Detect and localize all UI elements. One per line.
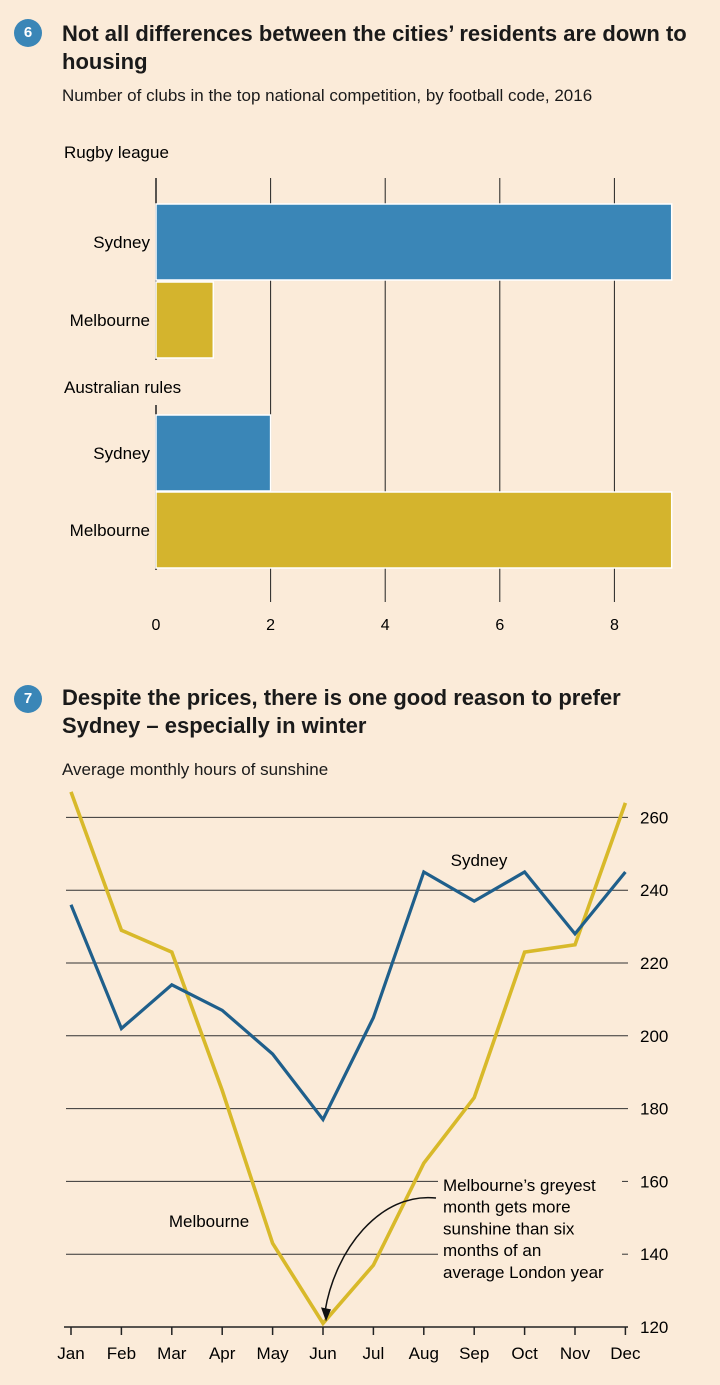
y-tick-label: 120 [640, 1318, 668, 1337]
bar-melbourne [155, 491, 673, 569]
x-tick-label: Dec [610, 1344, 641, 1363]
y-tick-label: 140 [640, 1245, 668, 1264]
group-label: Australian rules [64, 378, 181, 397]
x-tick-label: Sep [459, 1344, 489, 1363]
y-tick-label: 160 [640, 1172, 668, 1191]
annotation-line: average London year [443, 1263, 604, 1282]
x-tick-label: Apr [209, 1344, 236, 1363]
chart7-number-badge: 7 [14, 685, 42, 713]
category-label: Sydney [93, 233, 150, 252]
chart7-subtitle: Average monthly hours of sunshine [62, 760, 329, 779]
x-tick-label: Oct [511, 1344, 538, 1363]
x-tick-label: Aug [409, 1344, 439, 1363]
x-tick-label: May [257, 1344, 290, 1363]
annotation-line: sunshine than six [443, 1219, 575, 1238]
x-tick-label: Nov [560, 1344, 591, 1363]
bar-sydney [155, 203, 673, 281]
clubs-bar-chart: Rugby league Sydney Melbourne Australian ru… [64, 143, 673, 634]
bar-melbourne [155, 281, 215, 359]
x-tick-label: Jul [363, 1344, 385, 1363]
x-tick-label: Feb [107, 1344, 136, 1363]
x-tick-label: 8 [610, 617, 619, 634]
annotation-line: months of an [443, 1241, 541, 1260]
x-tick-label: 2 [266, 617, 275, 634]
chart7-title: Despite the prices, there is one good re… [62, 685, 621, 738]
y-tick-label: 180 [640, 1100, 668, 1119]
chart6-subtitle: Number of clubs in the top national comp… [62, 86, 593, 105]
category-label: Melbourne [70, 311, 150, 330]
series-label-sydney: Sydney [451, 851, 508, 870]
group-label: Rugby league [64, 143, 169, 162]
y-tick-label: 200 [640, 1027, 668, 1046]
y-tick-label: 220 [640, 954, 668, 973]
category-label: Sydney [93, 444, 150, 463]
series-line-sydney [69, 869, 627, 1123]
category-label: Melbourne [70, 521, 150, 540]
series-line-melbourne [69, 791, 628, 1327]
x-tick-label: Jan [57, 1344, 84, 1363]
x-tick-label: Jun [309, 1344, 336, 1363]
annotation-line: Melbourne’s greyest [443, 1176, 596, 1195]
series-label-melbourne: Melbourne [169, 1212, 249, 1231]
x-tick-label: 6 [495, 617, 504, 634]
y-tick-label: 240 [640, 881, 668, 900]
x-tick-label: Mar [157, 1344, 187, 1363]
annotation-arrowhead [321, 1307, 331, 1322]
chart6-title: Not all differences between the cities’ … [62, 21, 687, 74]
bar-sydney [155, 414, 272, 492]
chart6-number-badge: 6 [14, 19, 42, 47]
annotation-arrow [324, 1196, 437, 1312]
x-tick-label: 0 [152, 617, 161, 634]
y-tick-label: 260 [640, 808, 668, 827]
annotation-line: month gets more [443, 1198, 571, 1217]
x-tick-label: 4 [381, 617, 390, 634]
